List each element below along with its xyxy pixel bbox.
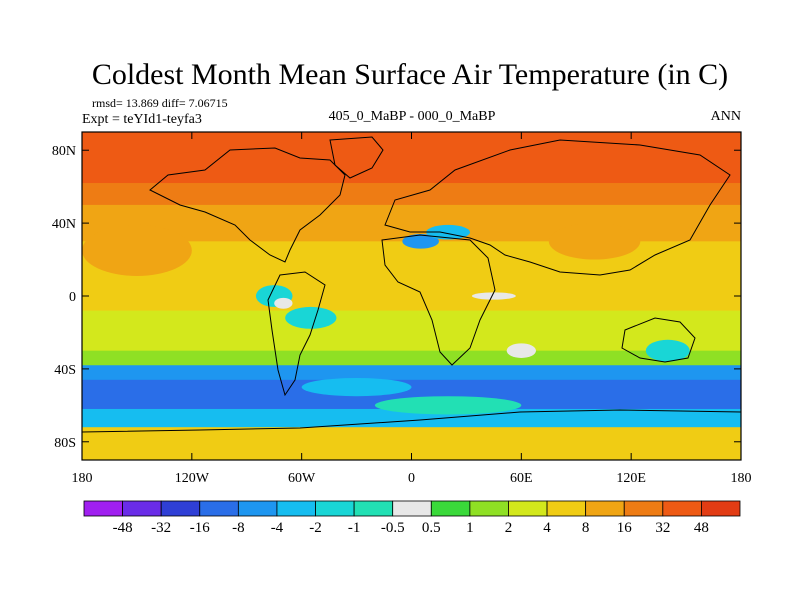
colorbar-box [276, 500, 316, 517]
field-anomaly-8 [548, 223, 641, 260]
field-band-4 [82, 310, 741, 352]
colorbar-box [199, 500, 239, 517]
field-anomaly-0 [402, 234, 439, 249]
colorbar-label: 16 [617, 520, 633, 536]
colorbar-label: -48 [113, 520, 133, 536]
colorbar-label: 2 [505, 520, 513, 536]
stats-label: rmsd= 13.869 diff= 7.06715 [92, 96, 228, 110]
colorbar-label: -0.5 [381, 520, 405, 536]
y-tick-label: 0 [69, 290, 76, 305]
experiment-label: Expt = teYId1-teyfa3 [82, 112, 202, 127]
temperature-field [82, 132, 741, 460]
colorbar-box [315, 500, 355, 517]
coastline-africa [381, 234, 496, 366]
field-band-6 [82, 365, 741, 381]
colorbar-box [353, 500, 394, 517]
coastline-greenland [329, 136, 384, 179]
colorbar-label: -16 [190, 520, 210, 536]
field-anomaly-11 [374, 396, 522, 415]
colorbar-box [662, 500, 702, 517]
colorbar-label: -4 [271, 520, 284, 536]
x-tick-label: 0 [408, 471, 415, 486]
colorbar-label: 1 [466, 520, 474, 536]
field-band-3 [82, 241, 741, 312]
colorbar-label: 4 [543, 520, 551, 536]
y-tick-label: 40N [52, 217, 76, 232]
y-tick-label: 80N [52, 144, 76, 159]
colorbar-box [237, 500, 278, 517]
field-anomaly-4 [274, 297, 293, 309]
x-tick-label: 120W [175, 471, 210, 486]
colorbar-box [546, 500, 587, 517]
colorbar-box [585, 500, 625, 517]
coastline-south-america [267, 271, 326, 397]
colorbar-label: -2 [309, 520, 322, 536]
field-anomaly-7 [82, 224, 192, 276]
field-anomaly-10 [301, 378, 412, 397]
field-anomaly-5 [506, 343, 536, 358]
subtitle-label: 405_0_MaBP - 000_0_MaBP [329, 109, 496, 124]
field-anomaly-9 [645, 339, 690, 362]
colorbar-box [83, 500, 123, 517]
colorbar-label: -8 [232, 520, 245, 536]
colorbar: -48 -32 -16 -8 -4 -2 -1 -0.5 0.5 1 2 4 8 16 32 48 [83, 500, 741, 536]
y-tick-label: 40S [54, 363, 76, 378]
coastline-antarctica [81, 409, 742, 433]
coastline-north-america [149, 147, 346, 263]
x-tick-label: 120E [616, 471, 646, 486]
field-band-5 [82, 350, 741, 366]
y-tick-label: 80S [54, 436, 76, 451]
colorbar-box [160, 500, 201, 517]
colorbar-label: 0.5 [422, 520, 441, 536]
coastline-australia [621, 317, 696, 363]
colorbar-label: 48 [694, 520, 709, 536]
colorbar-label: 8 [582, 520, 590, 536]
field-band-1 [82, 183, 741, 206]
coastlines [81, 136, 742, 433]
colorbar-box [623, 500, 664, 517]
colorbar-box [392, 500, 432, 517]
colorbar-label: -32 [151, 520, 171, 536]
colorbar-label: -1 [348, 520, 361, 536]
chart-title: Coldest Month Mean Surface Air Temperatu… [92, 58, 728, 91]
axes: 180 120W 60W 0 60E 120E 180 80N 40N 0 40S 80S [52, 132, 752, 486]
x-tick-label: 180 [731, 471, 752, 486]
x-tick-label: 60E [510, 471, 533, 486]
field-anomaly-3 [285, 306, 337, 329]
colorbar-box [122, 500, 162, 517]
coastline-eurasia [384, 139, 731, 276]
field-band-8 [82, 408, 741, 428]
colorbar-box [701, 500, 741, 517]
field-anomaly-6 [471, 292, 516, 300]
colorbar-box [508, 500, 548, 517]
x-tick-label: 60W [288, 471, 316, 486]
colorbar-box [430, 500, 471, 517]
colorbar-box [469, 500, 509, 517]
x-tick-label: 180 [72, 471, 93, 486]
season-label: ANN [711, 109, 741, 124]
colorbar-label: 32 [655, 520, 670, 536]
field-band-0 [82, 132, 741, 184]
